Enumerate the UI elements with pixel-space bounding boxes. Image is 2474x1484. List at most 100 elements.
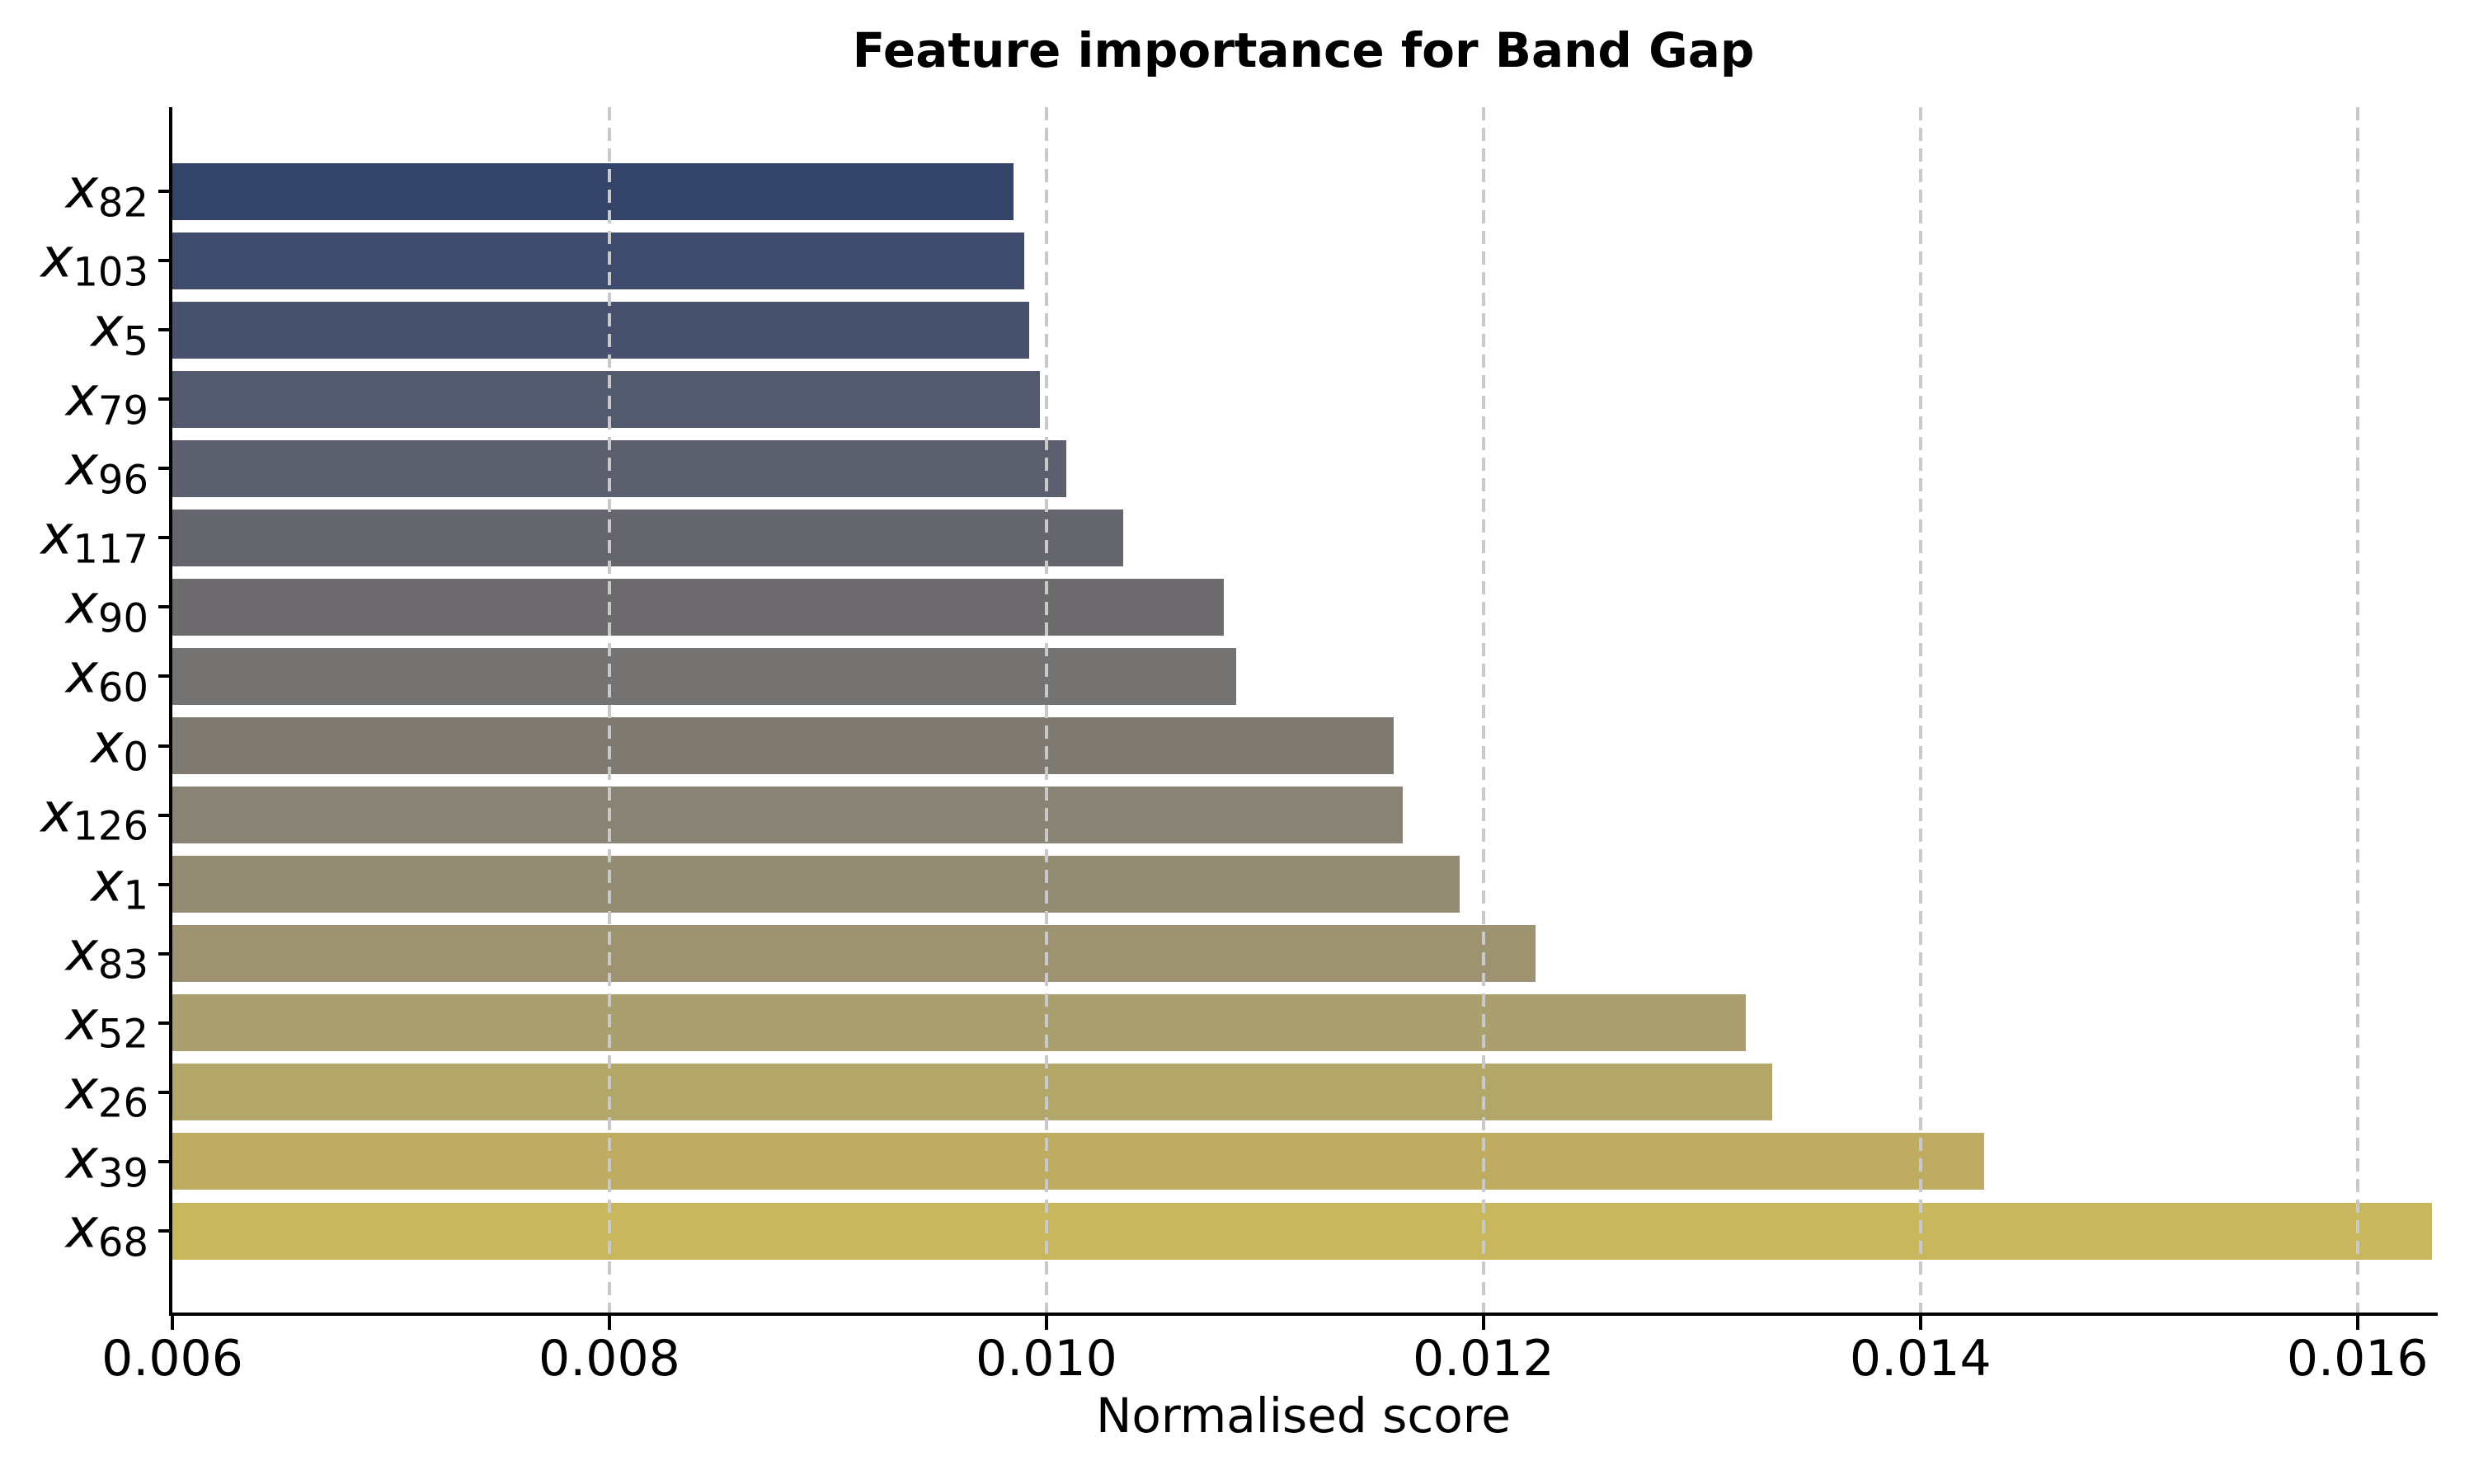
feature-subscript: 26	[97, 1080, 148, 1127]
y-tick-label-x126: x126	[0, 785, 148, 846]
feature-subscript: 90	[97, 595, 148, 642]
y-tick-label-x60: x60	[0, 646, 148, 707]
feature-subscript: 52	[97, 1011, 148, 1058]
y-tick-mark-x26	[158, 1090, 169, 1094]
y-tick-mark-x126	[158, 813, 169, 817]
feature-subscript: 82	[97, 179, 148, 226]
y-tick-mark-x117	[158, 536, 169, 540]
feature-base: x	[40, 226, 73, 290]
feature-base: x	[65, 364, 98, 429]
gridline-0.016	[2355, 107, 2359, 1313]
feature-base: x	[65, 572, 98, 636]
feature-base: x	[65, 157, 98, 221]
bar-x96	[172, 439, 1066, 497]
bar-x103	[172, 232, 1025, 289]
y-tick-label-x52: x52	[0, 993, 148, 1054]
feature-subscript: 39	[97, 1149, 148, 1196]
feature-subscript: 96	[97, 457, 148, 504]
y-tick-mark-x79	[158, 397, 169, 402]
x-axis-label: Normalised score	[1096, 1388, 1511, 1444]
y-tick-mark-x68	[158, 1229, 169, 1233]
y-tick-mark-x82	[158, 190, 169, 193]
feature-subscript: 60	[97, 665, 148, 711]
y-tick-label-x79: x79	[0, 369, 148, 430]
bar-x68	[172, 1202, 2432, 1260]
bar-x0	[172, 717, 1395, 775]
x-tick-mark-0.006	[171, 1316, 174, 1330]
y-tick-label-x26: x26	[0, 1063, 148, 1124]
feature-subscript: 79	[97, 387, 148, 434]
y-tick-label-x68: x68	[0, 1201, 148, 1262]
x-tick-mark-0.008	[607, 1316, 611, 1330]
gridline-0.014	[1918, 107, 1922, 1313]
x-tick-mark-0.010	[1044, 1316, 1048, 1330]
feature-subscript: 0	[123, 734, 148, 781]
bar-x39	[172, 1133, 1984, 1190]
feature-subscript: 103	[73, 248, 148, 295]
x-tick-label-0.008: 0.008	[539, 1330, 680, 1388]
x-tick-label-0.010: 0.010	[976, 1330, 1117, 1388]
feature-subscript: 83	[97, 942, 148, 989]
feature-base: x	[91, 295, 124, 359]
feature-base: x	[40, 780, 73, 844]
feature-base: x	[65, 434, 98, 498]
y-tick-mark-x1	[158, 882, 169, 886]
y-tick-mark-x90	[158, 605, 169, 609]
x-tick-label-0.014: 0.014	[1849, 1330, 1992, 1388]
x-tick-label-0.016: 0.016	[2286, 1330, 2429, 1388]
gridline-0.012	[1481, 107, 1485, 1313]
y-tick-label-x0: x0	[0, 716, 148, 777]
bar-x26	[172, 1064, 1772, 1121]
y-tick-label-x90: x90	[0, 577, 148, 638]
gridline-0.010	[1044, 107, 1048, 1313]
gridline-0.008	[607, 107, 611, 1313]
feature-base: x	[65, 1196, 98, 1261]
y-tick-mark-x5	[158, 328, 169, 332]
y-tick-mark-x0	[158, 744, 169, 748]
bar-x83	[172, 925, 1536, 983]
y-axis-spine	[169, 107, 172, 1316]
x-tick-mark-0.012	[1481, 1316, 1485, 1330]
feature-base: x	[91, 711, 124, 775]
y-tick-label-x96: x96	[0, 439, 148, 500]
chart-title: Feature importance for Band Gap	[852, 22, 1755, 78]
y-tick-label-x82: x82	[0, 162, 148, 223]
y-tick-label-x1: x1	[0, 855, 148, 916]
bar-x79	[172, 370, 1040, 428]
feature-subscript: 117	[73, 526, 148, 573]
y-tick-mark-x83	[158, 951, 169, 956]
feature-base: x	[65, 641, 98, 706]
bar-x117	[172, 509, 1123, 566]
x-tick-label-0.006: 0.006	[101, 1330, 243, 1388]
feature-base: x	[91, 850, 124, 914]
feature-base: x	[65, 1127, 98, 1191]
x-tick-mark-0.016	[2355, 1316, 2359, 1330]
bar-x1	[172, 856, 1460, 913]
y-tick-label-x39: x39	[0, 1132, 148, 1193]
feature-subscript: 68	[97, 1219, 148, 1266]
y-tick-label-x103: x103	[0, 231, 148, 292]
feature-subscript: 1	[123, 872, 148, 919]
y-tick-mark-x103	[158, 259, 169, 263]
bar-x5	[172, 301, 1029, 359]
y-tick-mark-x39	[158, 1159, 169, 1163]
feature-base: x	[65, 989, 98, 1053]
bar-x82	[172, 162, 1014, 220]
y-tick-mark-x96	[158, 467, 169, 471]
feature-base: x	[65, 919, 98, 984]
bar-x126	[172, 787, 1403, 844]
x-axis-spine	[169, 1313, 2438, 1316]
plot-area	[172, 107, 2434, 1313]
x-tick-label-0.012: 0.012	[1412, 1330, 1554, 1388]
feature-subscript: 5	[123, 318, 148, 365]
bar-x60	[172, 647, 1237, 705]
x-tick-mark-0.014	[1918, 1316, 1922, 1330]
feature-base: x	[65, 1058, 98, 1122]
y-tick-label-x117: x117	[0, 508, 148, 569]
y-tick-label-x5: x5	[0, 300, 148, 361]
feature-base: x	[40, 503, 73, 567]
bar-x90	[172, 578, 1224, 636]
bar-x52	[172, 994, 1746, 1052]
y-tick-label-x83: x83	[0, 924, 148, 985]
